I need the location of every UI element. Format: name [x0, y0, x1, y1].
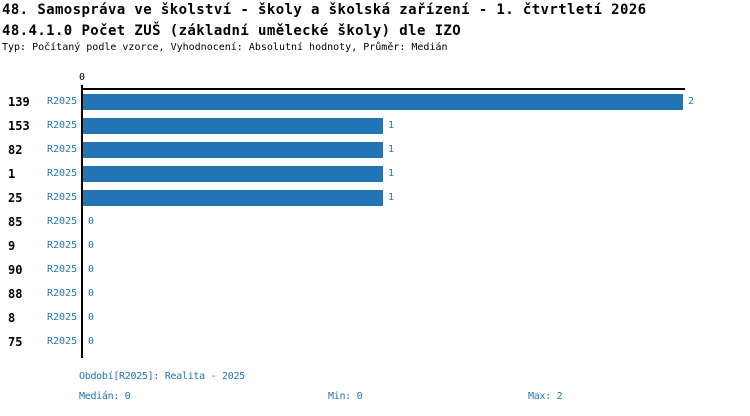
row-category-label: 25 [8, 191, 23, 205]
x-axis-tick-label: 0 [78, 72, 86, 83]
chart-row: 9 R2025 0 [0, 234, 750, 258]
row-series-label: R2025 [47, 120, 78, 131]
bar-value-label: 0 [88, 240, 95, 251]
legend-period-line: Období[R2025]: Realita - 2025 [79, 371, 245, 382]
row-category-label: 82 [8, 143, 23, 157]
chart-row: 1 R2025 1 [0, 162, 750, 186]
row-series-label: R2025 [47, 240, 78, 251]
chart-row: 8 R2025 0 [0, 306, 750, 330]
stat-min: Min: 0 [328, 391, 363, 402]
bar-value-label: 1 [388, 168, 395, 179]
row-series-label: R2025 [47, 192, 78, 203]
row-series-label: R2025 [47, 312, 78, 323]
chart-row: 75 R2025 0 [0, 330, 750, 354]
row-category-label: 9 [8, 239, 16, 253]
bar-value-label: 1 [388, 192, 395, 203]
bar-value-label: 0 [88, 264, 95, 275]
bar-value-label: 0 [88, 216, 95, 227]
bar-value-label: 0 [88, 336, 95, 347]
chart-row: 139 R2025 2 [0, 90, 750, 114]
x-axis-line [81, 88, 685, 90]
bar [83, 94, 683, 110]
row-series-label: R2025 [47, 288, 78, 299]
row-series-label: R2025 [47, 96, 78, 107]
stat-median: Medián: 0 [79, 391, 131, 402]
bar [83, 166, 383, 182]
row-category-label: 1 [8, 167, 16, 181]
bar [83, 142, 383, 158]
bar-value-label: 1 [388, 120, 395, 131]
row-series-label: R2025 [47, 168, 78, 179]
chart-row: 90 R2025 0 [0, 258, 750, 282]
row-series-label: R2025 [47, 144, 78, 155]
row-category-label: 8 [8, 311, 16, 325]
row-category-label: 90 [8, 263, 23, 277]
row-series-label: R2025 [47, 216, 78, 227]
chart-title: 48. Samospráva ve školství - školy a ško… [2, 2, 647, 18]
chart-row: 25 R2025 1 [0, 186, 750, 210]
row-category-label: 85 [8, 215, 23, 229]
bar [83, 118, 383, 134]
stat-max: Max: 2 [528, 391, 563, 402]
chart-row: 153 R2025 1 [0, 114, 750, 138]
bar-value-label: 0 [88, 312, 95, 323]
row-category-label: 139 [8, 95, 30, 109]
chart-meta-line: Typ: Počítaný podle vzorce, Vyhodnocení:… [2, 42, 448, 53]
chart-subtitle: 48.4.1.0 Počet ZUŠ (základní umělecké šk… [2, 23, 462, 39]
bar [83, 190, 383, 206]
bar-value-label: 2 [688, 96, 695, 107]
bar-value-label: 0 [88, 288, 95, 299]
row-category-label: 88 [8, 287, 23, 301]
chart-rows: 139 R2025 2 153 R2025 1 82 R2025 1 1 R20… [0, 90, 750, 354]
row-category-label: 75 [8, 335, 23, 349]
chart-row: 88 R2025 0 [0, 282, 750, 306]
row-series-label: R2025 [47, 336, 78, 347]
chart-row: 82 R2025 1 [0, 138, 750, 162]
chart-row: 85 R2025 0 [0, 210, 750, 234]
row-series-label: R2025 [47, 264, 78, 275]
y-axis-line [81, 85, 83, 358]
row-category-label: 153 [8, 119, 30, 133]
bar-value-label: 1 [388, 144, 395, 155]
